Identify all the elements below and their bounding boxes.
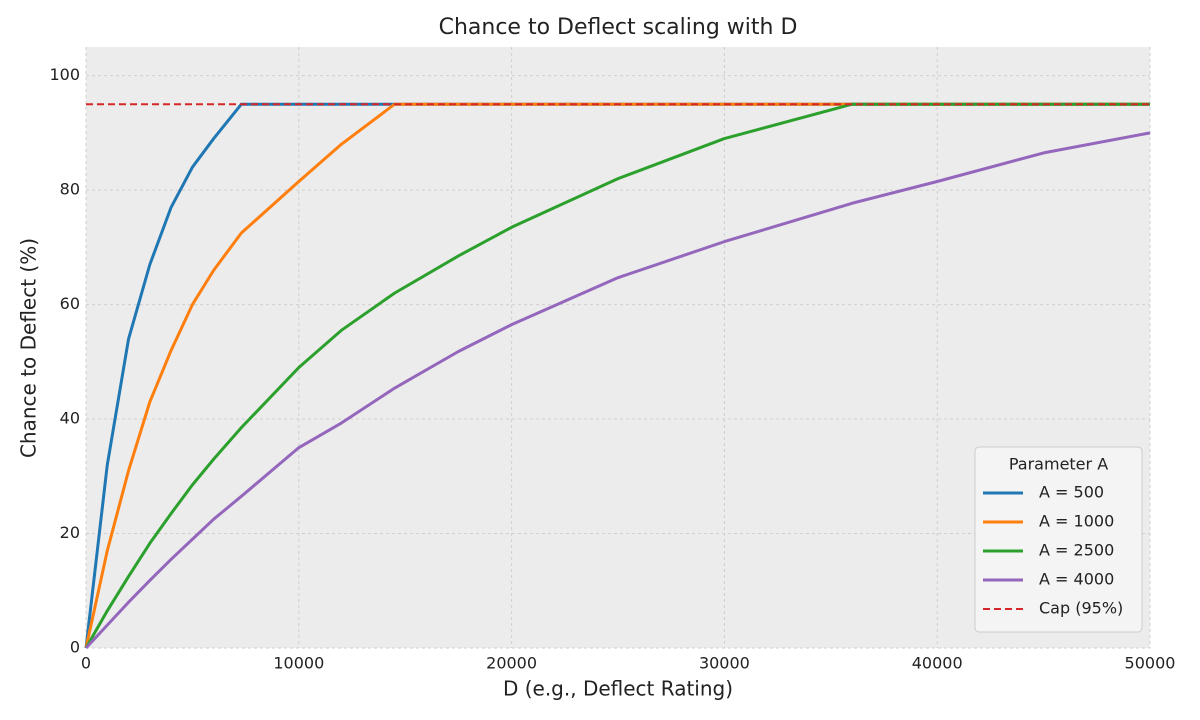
legend-title: Parameter A (1009, 455, 1108, 474)
chart-title: Chance to Deflect scaling with D (439, 15, 798, 40)
y-tick-label: 0 (70, 638, 80, 657)
legend-label: A = 1000 (1039, 512, 1114, 531)
series-line (84, 131, 1151, 650)
x-axis-label: D (e.g., Deflect Rating) (503, 677, 733, 701)
legend-label: Cap (95%) (1039, 599, 1123, 618)
x-tick-label: 40000 (912, 654, 963, 673)
legend-label: A = 500 (1039, 483, 1104, 502)
x-tick-label: 50000 (1125, 654, 1176, 673)
x-tick-label: 30000 (699, 654, 750, 673)
legend: Parameter A A = 500 A = 1000 A = 2500 A = 40… (974, 446, 1143, 633)
y-tick-label: 20 (60, 523, 80, 542)
x-tick-label: 20000 (486, 654, 537, 673)
legend-label: A = 2500 (1039, 541, 1114, 560)
y-tick-label: 100 (49, 65, 80, 84)
legend-label: A = 4000 (1039, 570, 1114, 589)
y-tick-label: 60 (60, 294, 80, 313)
y-axis-label: Chance to Deflect (%) (17, 238, 41, 458)
plot-area (86, 47, 1150, 648)
x-tick-label: 0 (81, 654, 91, 673)
y-tick-label: 80 (60, 180, 80, 199)
series-line (84, 102, 1150, 649)
x-tick-label: 10000 (273, 654, 324, 673)
y-tick-label: 40 (60, 409, 80, 428)
